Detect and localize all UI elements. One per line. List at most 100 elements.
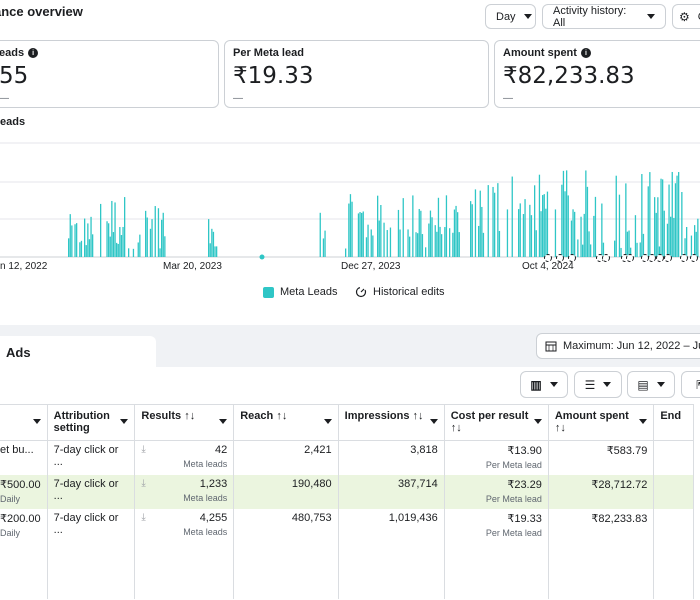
column-header-label: Amount spent — [554, 410, 629, 422]
chevron-down-icon — [639, 419, 648, 424]
bar — [636, 242, 638, 257]
card-change: — — [0, 93, 9, 104]
column-header-label: End — [660, 410, 682, 422]
bar — [361, 212, 363, 257]
bar — [378, 220, 380, 257]
bar — [85, 245, 87, 257]
bar — [428, 223, 430, 257]
bar — [139, 234, 141, 257]
card-label: Amount spent i — [503, 47, 591, 59]
bar — [511, 176, 513, 257]
activity-history-dropdown[interactable]: Activity history: All — [542, 4, 666, 29]
bar — [697, 218, 699, 257]
historical-edit-marker — [641, 254, 649, 262]
table-row[interactable]: et bu... 7-day click or ... ⤓ 42 Meta lead… — [0, 440, 694, 475]
results-sub: Meta leads — [183, 459, 228, 469]
results-value: 42 — [214, 444, 228, 456]
bar — [639, 242, 641, 257]
bar — [111, 200, 113, 257]
column-header[interactable]: Reach ↑↓ — [233, 404, 339, 441]
bar — [529, 204, 531, 257]
column-header[interactable]: Impressions ↑↓ — [338, 404, 445, 441]
bar — [389, 227, 392, 257]
historical-edit-marker — [690, 254, 698, 262]
card-value: ₹19.33 — [233, 63, 314, 89]
info-icon[interactable]: i — [28, 48, 39, 58]
cpr-value: ₹19.33 — [507, 512, 542, 525]
budget-sub: Daily — [0, 493, 21, 504]
column-header-label: Results — [141, 410, 182, 422]
bar — [76, 223, 78, 257]
budget-value: ₹500.00 — [0, 478, 41, 491]
budget-value: ₹200.00 — [0, 512, 41, 525]
chevron-down-icon — [120, 419, 129, 424]
legend-historical-edits[interactable]: Historical edits — [355, 286, 445, 298]
historical-edit-marker — [648, 254, 656, 262]
bar — [79, 242, 81, 257]
info-icon[interactable]: i — [580, 48, 591, 58]
bar — [137, 242, 139, 257]
export-button[interactable]: ⇱ — [681, 371, 700, 398]
reports-icon: ▤ — [637, 377, 649, 392]
sort-icon: ↑↓ — [554, 422, 566, 434]
bar — [593, 215, 595, 257]
column-header[interactable]: Results ↑↓ — [134, 404, 235, 441]
bar — [324, 230, 326, 257]
card-label-text: Per Meta lead — [233, 47, 304, 59]
bar — [681, 192, 683, 257]
tab-ads[interactable]: Ads — [0, 336, 156, 367]
columns-button[interactable]: ▥ — [520, 371, 568, 398]
column-header-label: Reach — [240, 410, 274, 422]
bar — [402, 198, 404, 257]
bar — [453, 209, 456, 257]
bar — [88, 239, 91, 257]
bar — [319, 212, 321, 257]
bar — [487, 185, 489, 257]
bar — [439, 226, 441, 257]
results-sub: Meta leads — [183, 526, 228, 537]
bar — [474, 189, 477, 257]
reach-cell: 2,421 — [233, 440, 339, 475]
bar — [583, 213, 585, 257]
historical-edit-marker — [626, 254, 634, 262]
x-tick-label: Oct 4, 2024 — [522, 261, 574, 272]
column-header[interactable]: End — [653, 404, 694, 441]
bar — [694, 225, 696, 257]
bar — [657, 197, 659, 257]
bar — [370, 229, 372, 257]
table-row[interactable]: ₹200.00 Daily 7-day click or ... ⤓ 4,255 Me… — [0, 508, 694, 543]
bar — [109, 236, 111, 257]
bar — [92, 234, 94, 257]
bar — [666, 223, 669, 257]
table-row[interactable]: ₹500.00 Daily 7-day click or ... ⤓ 1,233 Me… — [0, 474, 694, 509]
page-title: ance overview — [0, 4, 83, 19]
sort-icon: ↑↓ — [412, 410, 424, 422]
chevron-down-icon — [656, 382, 665, 387]
card-label-text: Amount spent — [503, 47, 577, 59]
settings-button[interactable]: ⚙ C — [672, 4, 700, 29]
date-range-picker[interactable]: Maximum: Jun 12, 2022 – Ju — [536, 333, 700, 359]
bar — [399, 229, 401, 257]
bar — [415, 232, 417, 257]
bar — [377, 195, 379, 257]
day-dropdown[interactable]: Day — [485, 4, 536, 29]
bar — [662, 179, 664, 257]
column-header[interactable]: Cost per result ↑↓ — [444, 404, 549, 441]
chevron-down-icon — [603, 382, 612, 387]
breakdown-button[interactable]: ☰ — [574, 371, 622, 398]
impressions-cell: 1,019,436 — [338, 508, 445, 543]
bar — [386, 230, 388, 257]
bar — [418, 208, 420, 257]
legend-meta-leads[interactable]: Meta Leads — [263, 286, 337, 298]
column-header[interactable]: Attribution setting — [47, 404, 136, 441]
card-value: 55 — [0, 63, 29, 89]
bar — [445, 195, 448, 257]
results-cell: ⤓ 42 Meta leads — [134, 440, 235, 475]
column-header[interactable] — [0, 404, 48, 441]
bar — [159, 248, 161, 257]
attribution-cell: 7-day click or ... — [47, 474, 136, 509]
bar — [164, 236, 166, 257]
reports-button[interactable]: ▤ — [627, 371, 675, 398]
bar — [492, 186, 494, 257]
column-header[interactable]: Amount spent ↑↓ — [548, 404, 655, 441]
